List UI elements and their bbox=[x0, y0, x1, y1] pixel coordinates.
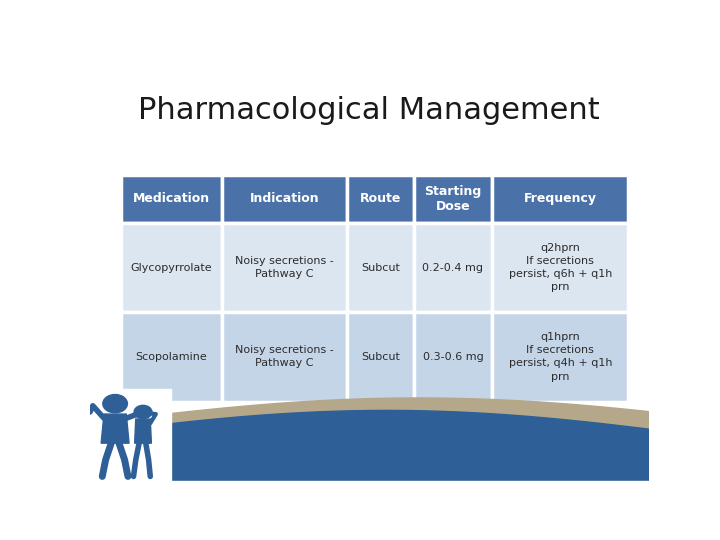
FancyBboxPatch shape bbox=[492, 223, 629, 312]
Text: Frequency: Frequency bbox=[523, 192, 597, 205]
Text: Indication: Indication bbox=[250, 192, 320, 205]
Text: Starting
Dose: Starting Dose bbox=[424, 185, 482, 213]
FancyBboxPatch shape bbox=[121, 223, 222, 312]
FancyBboxPatch shape bbox=[414, 175, 492, 223]
Text: Glycopyrrolate: Glycopyrrolate bbox=[130, 262, 212, 273]
Text: Noisy secretions -
Pathway C: Noisy secretions - Pathway C bbox=[235, 345, 334, 368]
Text: Medication: Medication bbox=[133, 192, 210, 205]
Text: q2hprn
If secretions
persist, q6h + q1h
prn: q2hprn If secretions persist, q6h + q1h … bbox=[508, 242, 612, 292]
FancyBboxPatch shape bbox=[222, 175, 347, 223]
FancyBboxPatch shape bbox=[347, 223, 414, 312]
FancyBboxPatch shape bbox=[492, 175, 629, 223]
FancyBboxPatch shape bbox=[121, 312, 222, 402]
FancyBboxPatch shape bbox=[414, 312, 492, 402]
Text: Subcut: Subcut bbox=[361, 352, 400, 362]
Text: 0.2-0.4 mg: 0.2-0.4 mg bbox=[423, 262, 483, 273]
Text: Scopolamine: Scopolamine bbox=[135, 352, 207, 362]
Text: 0.3-0.6 mg: 0.3-0.6 mg bbox=[423, 352, 483, 362]
Text: Noisy secretions -
Pathway C: Noisy secretions - Pathway C bbox=[235, 256, 334, 279]
Circle shape bbox=[103, 395, 127, 413]
Text: Subcut: Subcut bbox=[361, 262, 400, 273]
FancyBboxPatch shape bbox=[347, 312, 414, 402]
FancyBboxPatch shape bbox=[347, 175, 414, 223]
Polygon shape bbox=[101, 414, 129, 443]
Text: q1hprn
If secretions
persist, q4h + q1h
prn: q1hprn If secretions persist, q4h + q1h … bbox=[508, 332, 612, 382]
Circle shape bbox=[134, 406, 152, 419]
FancyBboxPatch shape bbox=[414, 223, 492, 312]
FancyBboxPatch shape bbox=[121, 175, 222, 223]
Text: Pharmacological Management: Pharmacological Management bbox=[138, 96, 600, 125]
FancyBboxPatch shape bbox=[492, 312, 629, 402]
FancyBboxPatch shape bbox=[222, 312, 347, 402]
Text: Route: Route bbox=[360, 192, 401, 205]
FancyBboxPatch shape bbox=[222, 223, 347, 312]
Polygon shape bbox=[135, 419, 151, 443]
